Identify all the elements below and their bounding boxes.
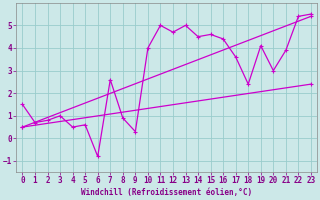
X-axis label: Windchill (Refroidissement éolien,°C): Windchill (Refroidissement éolien,°C)	[81, 188, 252, 197]
